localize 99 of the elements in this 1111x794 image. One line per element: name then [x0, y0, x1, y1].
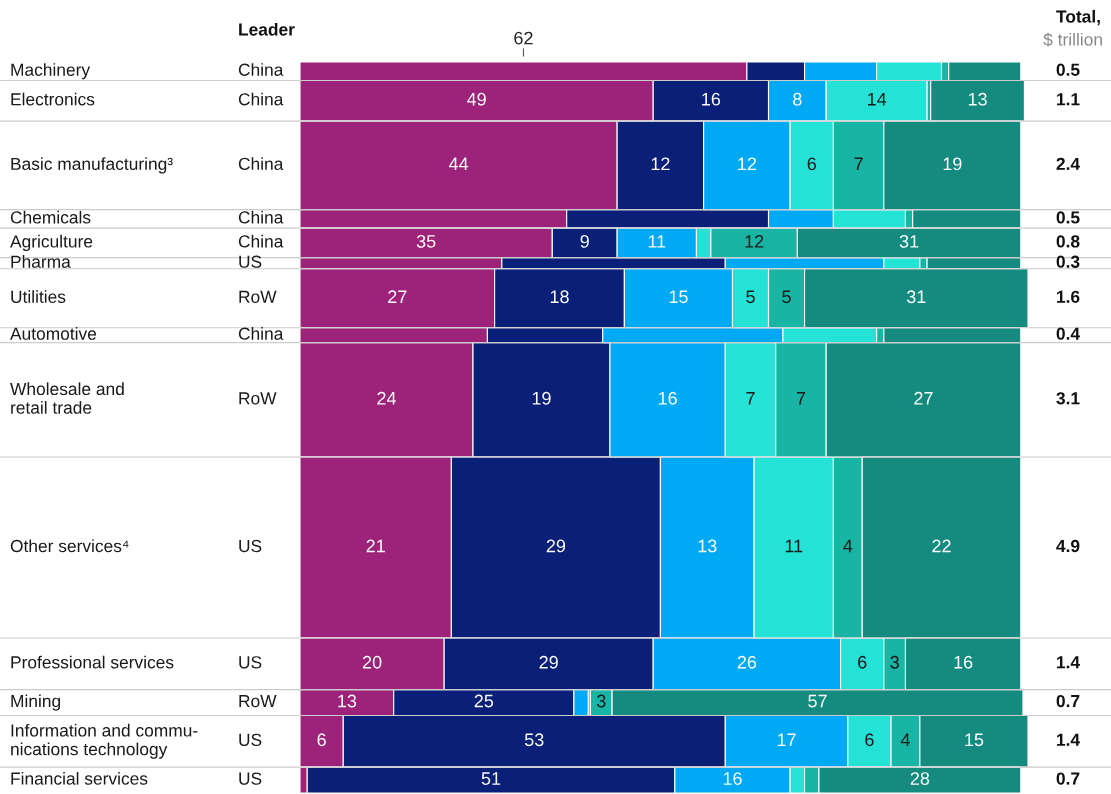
data-label: 6 — [317, 733, 326, 747]
text: 0.3 — [1056, 255, 1080, 268]
data-label: 35 — [416, 234, 436, 248]
data-label: 13 — [698, 539, 717, 553]
text: RoW — [239, 392, 277, 405]
data-label: 3 — [890, 655, 899, 669]
data-label: 18 — [550, 290, 569, 304]
y-tick-label: Machinery — [11, 63, 91, 80]
text: China — [238, 210, 284, 224]
y-tick-label: Pharma — [11, 255, 71, 268]
y-tick-label: Agriculture — [10, 234, 93, 251]
data-label: 12 — [738, 157, 757, 171]
data-label: 14 — [867, 93, 887, 106]
data-label: 5 — [782, 290, 791, 304]
data-label: 44 — [448, 157, 469, 171]
data-label: 9 — [580, 234, 589, 248]
data-label: 16 — [954, 655, 973, 669]
text: 0.5 — [1056, 211, 1080, 224]
text: China — [238, 63, 284, 76]
text: US — [239, 656, 262, 669]
data-label: 7 — [854, 157, 863, 171]
y-tick-label: Electronics — [11, 92, 95, 106]
y-tick-label: Other services⁴ — [10, 539, 129, 553]
text: US — [239, 539, 262, 553]
text: 0.5 — [1056, 63, 1080, 76]
data-label: 49 — [466, 92, 486, 106]
data-label: 8 — [793, 92, 802, 106]
text: US — [239, 255, 262, 268]
text: 2.4 — [1056, 157, 1080, 170]
data-label: 17 — [777, 733, 796, 746]
text: 0.8 — [1056, 235, 1080, 248]
data-label: 27 — [388, 290, 407, 303]
data-label: 11 — [785, 539, 803, 553]
y-tick-label: Professional services — [11, 655, 174, 669]
text: 1.4 — [1057, 656, 1080, 669]
text: 4.9 — [1056, 539, 1080, 553]
y-tick-label: Financial services — [11, 771, 148, 785]
data-label: 20 — [362, 655, 382, 669]
data-label: 31 — [906, 290, 926, 304]
data-label: 62 — [514, 31, 533, 45]
text: 0.7 — [1056, 694, 1080, 708]
data-label: 27 — [914, 391, 933, 405]
data-label: 5 — [746, 290, 755, 304]
data-label: 26 — [737, 655, 757, 669]
data-label: 29 — [539, 655, 558, 669]
text: US — [239, 733, 262, 746]
data-label: 15 — [965, 733, 984, 747]
data-label: 31 — [899, 234, 919, 248]
text: 3.1 — [1056, 392, 1080, 405]
text: $ trillion — [1043, 32, 1102, 47]
data-label: 19 — [943, 157, 962, 171]
text: China — [238, 234, 284, 248]
text: 1.6 — [1057, 290, 1080, 303]
y-tick-label: Chemicals — [10, 210, 91, 224]
data-label: 6 — [858, 655, 867, 669]
data-label: 51 — [481, 772, 501, 785]
data-label: 21 — [366, 539, 385, 553]
y-tick-label: Wholesale and retail trade — [10, 382, 124, 414]
data-label: 16 — [702, 92, 721, 106]
data-label: 25 — [474, 694, 494, 708]
y-tick-label: Automotive — [10, 327, 97, 340]
data-label: 16 — [723, 772, 742, 785]
data-label: 16 — [658, 391, 677, 405]
data-label: 15 — [669, 290, 688, 304]
text: 1.4 — [1057, 733, 1080, 746]
text: 0.7 — [1056, 772, 1080, 785]
data-label: 28 — [910, 772, 930, 785]
text: RoW — [239, 695, 277, 708]
text: 0.4 — [1056, 327, 1080, 340]
data-label: 53 — [524, 733, 544, 747]
data-label: 11 — [648, 235, 666, 248]
data-label: 7 — [796, 392, 806, 405]
text: Total, — [1056, 9, 1100, 26]
data-label: 4 — [900, 733, 910, 746]
data-label: 22 — [932, 539, 951, 553]
data-label: 4 — [843, 539, 853, 553]
data-label: 6 — [865, 733, 874, 747]
y-tick-label: Basic manufacturing³ — [11, 157, 173, 174]
text: US — [239, 772, 262, 785]
data-label: 3 — [596, 694, 606, 708]
text: China — [238, 327, 284, 340]
y-tick-label: Mining — [11, 694, 61, 711]
data-label: 13 — [338, 694, 357, 708]
data-label: 12 — [651, 157, 670, 171]
text: China — [238, 157, 284, 171]
data-label: 12 — [745, 234, 764, 248]
y-tick-label: Utilities — [11, 290, 66, 303]
data-label: 6 — [807, 157, 816, 171]
data-label: 19 — [532, 391, 551, 405]
data-label: 24 — [377, 391, 397, 405]
text: 1.1 — [1057, 93, 1080, 106]
text: Leader — [239, 22, 295, 36]
text: RoW — [239, 290, 277, 303]
data-label: 13 — [968, 92, 987, 106]
y-tick-label: Information and commu- nications technology — [11, 723, 198, 759]
data-label: 57 — [808, 694, 827, 708]
data-label: 29 — [546, 539, 566, 553]
text: China — [238, 92, 284, 106]
data-label: 7 — [746, 392, 755, 405]
